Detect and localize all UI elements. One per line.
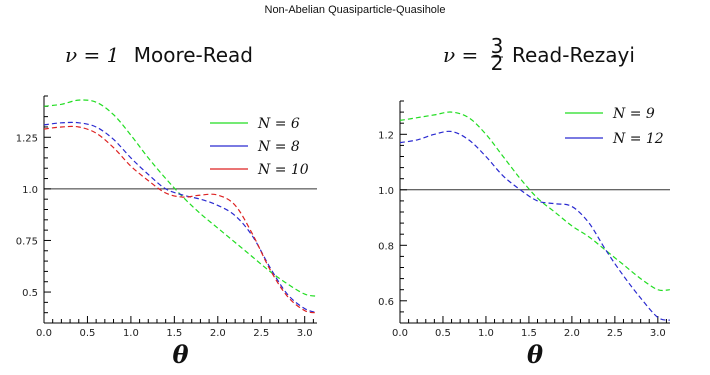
panel-1-legend-label-3: N = 10 (257, 162, 309, 178)
panel-2-y-tick-label: 0.8 (378, 241, 394, 252)
panel-1-y-tick-label: 1.25 (16, 133, 38, 144)
panel-1-title: ν = 1 Moore-Read (65, 43, 253, 67)
panel-2-x-tick-label: 0.0 (392, 328, 408, 339)
panel-1-legend-label-1: N = 6 (257, 116, 300, 132)
panel-2-x-tick-label: 1.5 (521, 328, 537, 339)
panel-2-y-tick-label: 0.6 (378, 297, 394, 308)
panel-2-x-tick-label: 2.0 (564, 328, 580, 339)
panel-1-plot: 0.0 0.5 1.0 1.5 2.0 2.5 3.0 0.5 0.75 1.0 1.25 θ N = … (16, 95, 318, 369)
panel-1-title-text: Moore-Read (134, 43, 253, 67)
panel-2-title-frac-num: 3 (491, 34, 504, 58)
panel-1-x-tick-label: 1.0 (123, 328, 139, 339)
panel-2-x-tick-label: 0.5 (435, 328, 451, 339)
panel-1-series-line-2 (43, 121, 318, 314)
panel-2-plot: 0.0 0.5 1.0 1.5 2.0 2.5 3.0 0.6 0.8 1.0 1.2 θ N = 9 N… (378, 100, 671, 369)
panel-2-series-line-2 (399, 130, 671, 321)
panel-2-y-tick-label: 1.2 (378, 130, 394, 141)
panel-2-title-text: Read-Rezayi (512, 43, 635, 67)
figure-title: Non-Abelian Quasiparticle-Quasihole (265, 4, 446, 16)
panel-1-series-line-3 (43, 125, 318, 314)
panel-2-x-tick-label: 2.5 (607, 328, 623, 339)
panel-2-legend-label-1: N = 9 (612, 106, 655, 122)
panel-2-title-math: ν = (443, 43, 478, 67)
panel-1-x-axis-label: θ (172, 340, 188, 369)
panel-1-legend-label-2: N = 8 (257, 139, 300, 155)
panel-2-title: ν = 3 2 Read-Rezayi (443, 34, 635, 75)
panel-1-x-tick-label: 2.0 (210, 328, 226, 339)
panel-2-series-line-1 (399, 111, 670, 292)
panel-1-x-tick-label: 1.5 (166, 328, 182, 339)
panel-1-x-tick-label: 2.5 (253, 328, 269, 339)
panel-1-y-tick-label: 0.5 (22, 288, 38, 299)
panel-1-y-tick-label: 1.0 (22, 185, 38, 196)
panel-2-x-tick-label: 1.0 (478, 328, 494, 339)
panel-1-x-tick-label: 0.0 (36, 328, 52, 339)
panel-1-x-tick-label: 3.0 (297, 328, 313, 339)
panel-2-x-axis-label: θ (527, 340, 543, 369)
panel-1-x-tick-label: 0.5 (79, 328, 95, 339)
panel-2-legend-label-2: N = 12 (612, 131, 664, 147)
panel-2-y-tick-label: 1.0 (378, 186, 394, 197)
panel-1-title-math: ν = 1 (65, 43, 119, 67)
panel-1-y-tick-label: 0.75 (16, 236, 38, 247)
panel-2-x-tick-label: 3.0 (650, 328, 666, 339)
panel-2-title-frac-den: 2 (491, 51, 504, 75)
